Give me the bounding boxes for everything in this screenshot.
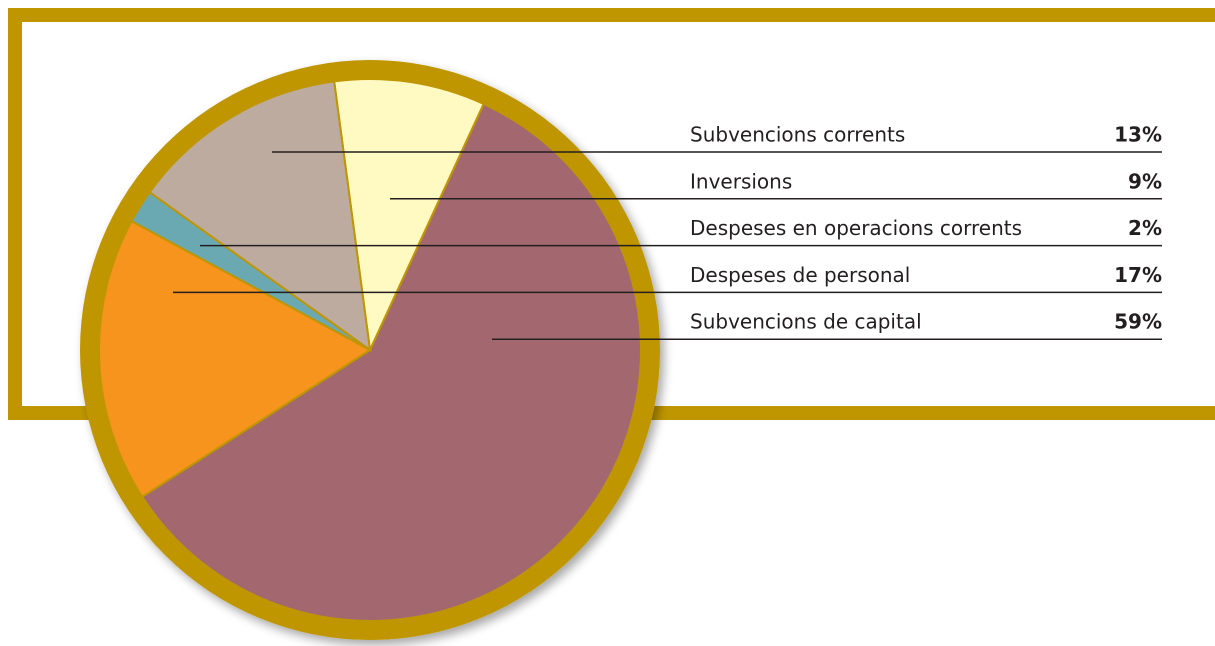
legend-label: Subvencions de capital — [690, 310, 922, 334]
slices — [98, 78, 642, 622]
slice — [140, 102, 642, 622]
value-label: 13% — [1114, 123, 1162, 147]
legend-label: Despeses de personal — [690, 263, 910, 287]
slice — [98, 219, 372, 499]
slice — [333, 78, 485, 354]
value-label: 2% — [1128, 216, 1162, 240]
legend-label: Inversions — [690, 169, 792, 193]
legend: Subvencions corrents 13% Inversions 9% Despe… — [173, 123, 1162, 340]
value-label: 59% — [1114, 310, 1162, 334]
value-label: 17% — [1114, 263, 1162, 287]
legend-label: Subvencions corrents — [690, 123, 905, 147]
slice — [148, 80, 372, 353]
legend-label: Despeses en operacions corrents — [690, 216, 1022, 240]
value-label: 9% — [1128, 169, 1162, 193]
